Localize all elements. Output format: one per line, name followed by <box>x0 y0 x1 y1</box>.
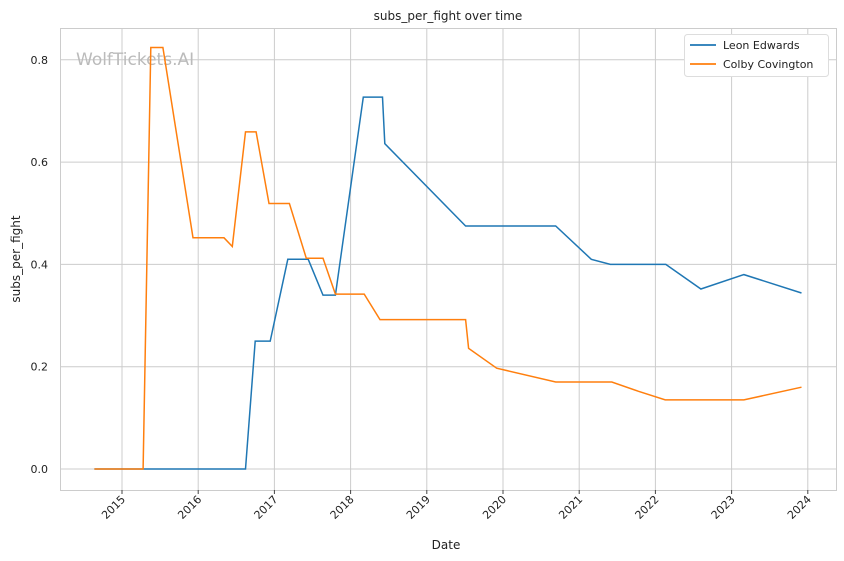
legend-box <box>684 34 829 77</box>
series-line-leon-edwards <box>94 96 802 470</box>
y-axis-label: subs_per_fight <box>9 215 23 302</box>
y-tick-label: 0.2 <box>31 361 49 374</box>
x-tick-label: 2021 <box>556 493 585 522</box>
legend-label-leon-edwards: Leon Edwards <box>723 39 800 52</box>
x-tick-label: 2023 <box>709 493 738 522</box>
x-tick-label: 2020 <box>480 493 509 522</box>
x-axis-label: Date <box>432 538 461 552</box>
y-tick-label: 0.0 <box>31 463 49 476</box>
plot-area <box>60 28 837 491</box>
y-tick-label: 0.4 <box>31 258 49 271</box>
x-tick-label: 2015 <box>99 493 128 522</box>
x-tick-label: 2024 <box>785 493 814 522</box>
x-tick-label: 2019 <box>404 493 433 522</box>
series-line-colby-covington <box>94 46 802 470</box>
y-tick-label: 0.8 <box>31 54 49 67</box>
watermark: WolfTickets.AI <box>76 50 194 70</box>
x-tick-label: 2016 <box>175 493 204 522</box>
legend-label-colby-covington: Colby Covington <box>723 58 813 71</box>
x-tick-label: 2018 <box>328 493 357 522</box>
x-tick-label: 2022 <box>633 493 662 522</box>
x-tick-label: 2017 <box>252 493 281 522</box>
chart-title: subs_per_fight over time <box>374 9 523 23</box>
y-tick-label: 0.6 <box>31 156 49 169</box>
legend: Leon Edwards Colby Covington <box>684 34 829 77</box>
